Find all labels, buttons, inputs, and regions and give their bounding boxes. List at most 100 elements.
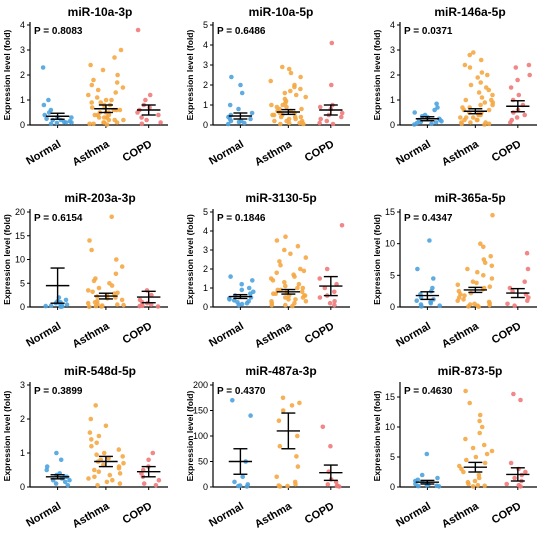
data-point-normal	[48, 121, 54, 127]
data-point-normal	[414, 298, 420, 304]
data-point-normal	[431, 276, 436, 281]
x-category-label-normal: Normal	[207, 500, 246, 528]
y-tick-label: 2	[20, 70, 25, 80]
data-point-normal	[249, 110, 255, 116]
x-category-label-normal: Normal	[24, 500, 63, 528]
data-point-copd	[511, 391, 516, 397]
p-value-label: P = 0.4347	[404, 213, 453, 224]
panel-title: miR-548d-5p	[64, 364, 136, 378]
y-tick-label: 0	[20, 120, 25, 130]
data-point-asthma	[470, 115, 476, 120]
data-point-copd	[153, 483, 159, 488]
data-point-copd	[505, 301, 510, 307]
data-point-asthma	[300, 295, 306, 300]
y-axis-label: Expression level (fold)	[185, 29, 195, 120]
data-point-normal	[62, 479, 68, 485]
data-point-asthma	[93, 303, 99, 309]
data-point-asthma	[467, 400, 473, 406]
data-point-asthma	[270, 112, 275, 118]
y-tick-label: 0	[390, 302, 395, 312]
data-point-asthma	[303, 255, 309, 260]
data-point-normal	[44, 464, 50, 469]
y-axis-label: Expression level (fold)	[372, 214, 382, 305]
data-point-copd	[515, 77, 520, 83]
y-tick-label: 5	[20, 278, 25, 288]
data-point-copd	[148, 302, 154, 307]
y-tick-label: 2	[203, 264, 208, 274]
y-tick-label: 5	[390, 452, 395, 462]
data-point-copd	[156, 112, 161, 118]
y-tick-label: 3	[390, 45, 395, 55]
x-category-label-asthma: Asthma	[70, 138, 112, 169]
data-point-copd	[325, 482, 331, 487]
y-axis-label: Expression level (fold)	[372, 390, 382, 481]
data-point-normal	[236, 119, 242, 125]
data-point-copd	[332, 299, 337, 304]
data-point-asthma	[269, 102, 274, 108]
data-point-asthma	[298, 114, 304, 120]
data-point-asthma	[103, 97, 109, 103]
data-point-copd	[510, 97, 516, 103]
data-point-asthma	[284, 104, 289, 110]
data-point-asthma	[89, 247, 94, 253]
data-point-asthma	[98, 100, 103, 105]
data-point-asthma	[109, 97, 114, 103]
data-point-asthma	[288, 70, 294, 76]
data-point-copd	[514, 115, 520, 120]
data-point-copd	[317, 276, 323, 281]
data-point-copd	[339, 114, 344, 120]
data-point-asthma	[466, 304, 471, 309]
panel-miR-548d-5p: miR-548d-5p P = 0.3899 0 1 2 3 Expression leve…	[2, 364, 168, 531]
y-tick-label: 50	[198, 457, 208, 467]
data-point-copd	[329, 40, 335, 46]
data-point-asthma	[486, 107, 492, 113]
data-point-normal	[419, 304, 424, 309]
y-tick-label: 1	[203, 283, 208, 293]
data-point-copd	[147, 92, 153, 98]
data-point-normal	[227, 102, 233, 108]
data-point-copd	[158, 120, 163, 125]
data-point-asthma	[96, 115, 102, 120]
data-point-asthma	[288, 251, 293, 257]
data-point-asthma	[99, 304, 104, 309]
data-point-asthma	[280, 102, 286, 108]
x-category-label-copd: COPD	[490, 500, 524, 526]
y-tick-label: 10	[385, 422, 395, 432]
y-axis-label: Expression level (fold)	[185, 214, 195, 305]
data-point-copd	[135, 27, 141, 33]
data-point-normal	[225, 121, 231, 127]
data-point-asthma	[294, 454, 299, 459]
data-point-normal	[433, 120, 439, 125]
y-tick-label: 3	[20, 45, 25, 55]
data-point-asthma	[286, 66, 292, 72]
data-point-asthma	[464, 457, 469, 463]
data-point-normal	[229, 74, 234, 80]
data-point-normal	[65, 483, 71, 488]
data-point-normal	[227, 297, 232, 302]
data-point-asthma	[270, 278, 276, 283]
data-point-asthma	[121, 117, 126, 123]
y-tick-label: 3	[203, 60, 208, 70]
data-point-normal	[415, 266, 420, 272]
data-point-asthma	[479, 95, 485, 100]
data-point-asthma	[96, 285, 102, 291]
p-value-label: P = 0.6154	[34, 213, 83, 224]
panel-miR-10a-5p: miR-10a-5p P = 0.6486 0 1 2 3 4 5 Expression lev…	[185, 5, 350, 169]
data-point-asthma	[85, 288, 91, 293]
data-point-asthma	[293, 297, 298, 302]
data-point-asthma	[283, 234, 288, 239]
y-tick-label: 3	[203, 245, 208, 255]
data-point-normal	[58, 117, 64, 123]
data-point-asthma	[115, 302, 120, 307]
data-point-asthma	[478, 241, 483, 246]
panel-title: miR-365a-5p	[434, 191, 505, 205]
data-point-copd	[508, 120, 513, 125]
data-point-copd	[322, 285, 328, 291]
x-category-label-asthma: Asthma	[253, 320, 295, 351]
y-tick-label: 0	[203, 482, 208, 492]
data-point-asthma	[119, 297, 125, 303]
y-tick-label: 4	[390, 20, 395, 30]
y-tick-label: 0	[390, 482, 395, 492]
x-category-label-asthma: Asthma	[253, 138, 295, 169]
